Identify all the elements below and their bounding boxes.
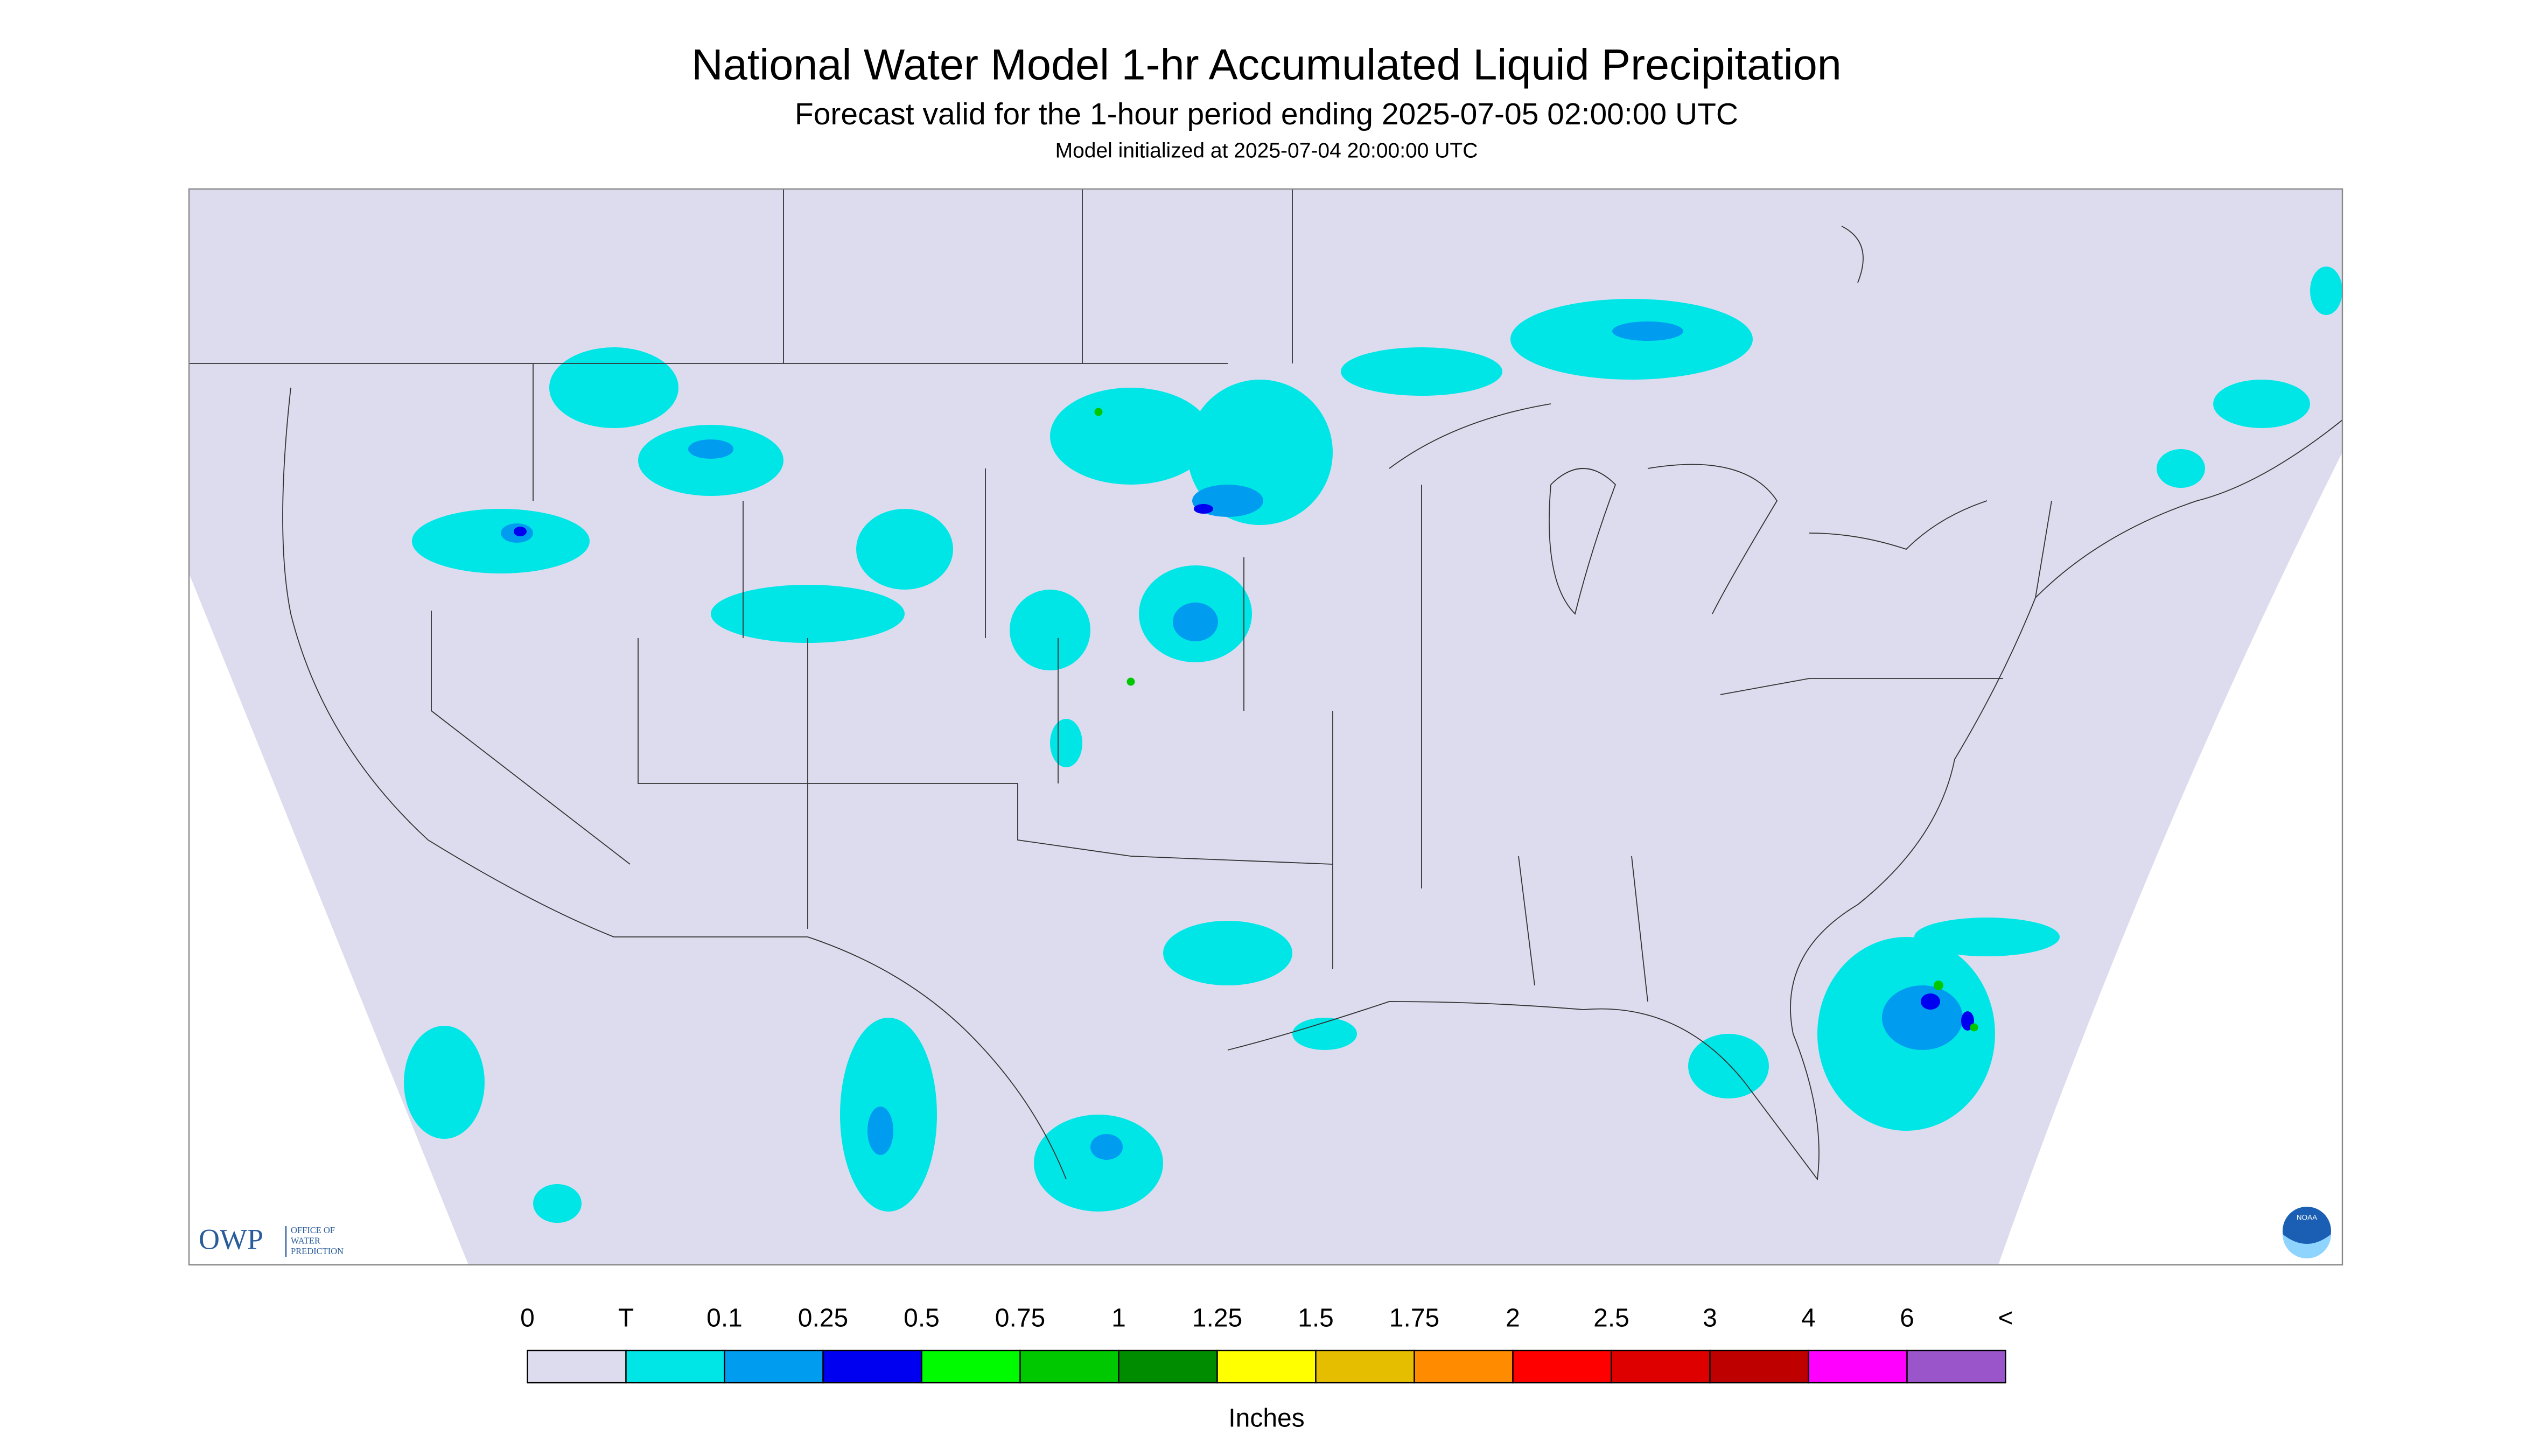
legend-label: T xyxy=(618,1304,634,1333)
legend-swatch xyxy=(724,1349,824,1384)
legend-swatch xyxy=(1315,1349,1415,1384)
precip-blue xyxy=(501,321,1963,1160)
legend-label: 3 xyxy=(1703,1304,1717,1333)
logo-abbr: OWP xyxy=(199,1223,263,1255)
legend-label: 0.75 xyxy=(995,1304,1045,1333)
legend-swatch xyxy=(527,1349,627,1384)
legend-label: < xyxy=(1998,1304,2013,1333)
legend-swatch xyxy=(1414,1349,1514,1384)
logo-line: OFFICE OF xyxy=(291,1225,335,1235)
legend-label: 4 xyxy=(1801,1304,1816,1333)
legend-swatch xyxy=(1808,1349,1908,1384)
title: National Water Model 1-hr Accumulated Li… xyxy=(691,40,1842,89)
legend-swatch xyxy=(921,1349,1021,1384)
legend-swatch xyxy=(822,1349,922,1384)
legend-swatch xyxy=(625,1349,725,1384)
legend-label: 1 xyxy=(1111,1304,1126,1333)
legend-label: 0.25 xyxy=(798,1304,848,1333)
boundaries xyxy=(189,189,2343,1181)
legend-swatch xyxy=(1019,1349,1119,1384)
noaa-label: NOAA xyxy=(2297,1214,2317,1222)
precip-green xyxy=(1094,408,1978,1032)
legend-label: 2 xyxy=(1506,1304,1520,1333)
legend: 0 T 0.1 0.25 0.5 0.75 1 1.25 1.5 1.75 2 2.5 3 4 6 < xyxy=(520,1304,2013,1384)
legend-label: 1.75 xyxy=(1389,1304,1439,1333)
map-frame xyxy=(188,188,2343,1266)
legend-label: 1.25 xyxy=(1192,1304,1242,1333)
legend-swatch xyxy=(1118,1349,1218,1384)
legend-swatch xyxy=(1512,1349,1612,1384)
legend-unit: Inches xyxy=(1228,1404,1304,1433)
legend-swatch xyxy=(1709,1349,1809,1384)
subtitle: Forecast valid for the 1-hour period end… xyxy=(795,97,1738,131)
map: OWP OFFICE OF WATER PREDICTION NOAA xyxy=(188,188,2343,1266)
map-background xyxy=(189,189,2342,1265)
domain-mask xyxy=(1998,452,2342,1265)
legend-swatch xyxy=(1611,1349,1711,1384)
legend-swatch xyxy=(1906,1349,2006,1384)
legend-swatch xyxy=(1216,1349,1317,1384)
noaa-logo-wave xyxy=(2283,1234,2331,1259)
legend-label: 6 xyxy=(1900,1304,1914,1333)
precip-dark-blue xyxy=(514,504,1974,1031)
logo-line: WATER xyxy=(291,1235,320,1245)
domain-mask xyxy=(189,573,468,1265)
logo-line: PREDICTION xyxy=(291,1246,344,1256)
legend-label: 1.5 xyxy=(1298,1304,1334,1333)
legend-label: 0.5 xyxy=(904,1304,940,1333)
legend-label: 2.5 xyxy=(1593,1304,1629,1333)
legend-label: 0 xyxy=(520,1304,535,1333)
legend-label: 0.1 xyxy=(706,1304,743,1333)
init-time: Model initialized at 2025-07-04 20:00:00… xyxy=(1055,139,1478,162)
